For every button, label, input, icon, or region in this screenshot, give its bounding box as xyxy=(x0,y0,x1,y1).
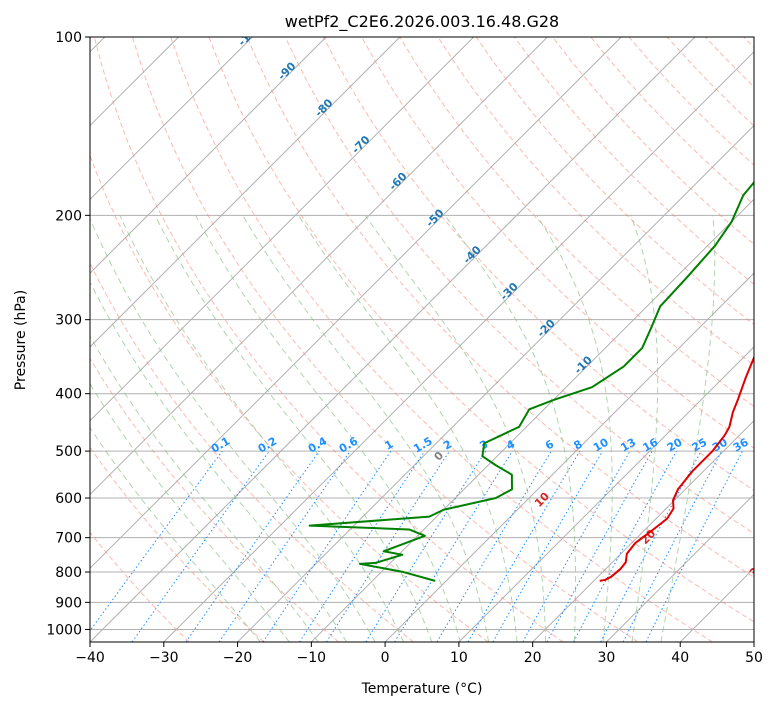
dry-adiabat xyxy=(90,357,339,642)
x-tick-label: 10 xyxy=(450,650,468,666)
isotherm-gridline xyxy=(90,37,696,642)
temperature-profile xyxy=(599,355,754,582)
dewpoint-profile xyxy=(308,180,754,582)
mixing-ratio-line xyxy=(522,450,631,642)
x-tick-label: 30 xyxy=(598,650,616,666)
isotherm-gridline xyxy=(532,419,754,642)
isotherm-label: -100 xyxy=(236,20,265,49)
dry-adiabat xyxy=(361,37,754,449)
mixing-ratio-line xyxy=(185,450,320,642)
moist-adiabat xyxy=(90,426,261,642)
mixing-ratio-line xyxy=(546,450,653,642)
y-tick-label: 800 xyxy=(55,565,82,581)
dry-adiabat xyxy=(90,154,489,642)
moist-adiabat xyxy=(90,217,376,642)
dry-adiabat xyxy=(90,531,190,642)
dry-adiabat xyxy=(208,37,754,623)
y-axis-label: Pressure (hPa) xyxy=(13,290,29,390)
mixing-ratio-line xyxy=(326,450,450,642)
dry-adiabat xyxy=(284,37,754,535)
isotherm-gridline xyxy=(90,37,253,201)
mixing-ratio-line xyxy=(394,450,513,642)
x-tick-label: −20 xyxy=(223,650,253,666)
mixing-ratio-line xyxy=(573,450,677,642)
dry-adiabat xyxy=(323,37,754,492)
x-tick-label: 40 xyxy=(671,650,689,666)
mixing-ratio-line xyxy=(645,450,743,642)
plot-frame xyxy=(89,36,755,643)
moist-adiabat xyxy=(444,215,577,642)
x-tick-label: 50 xyxy=(745,650,763,666)
dry-adiabat xyxy=(90,262,414,642)
isotherm-gridline xyxy=(384,272,754,642)
isotherm-gridline xyxy=(606,493,754,642)
dry-adiabat xyxy=(437,37,754,366)
mixing-ratio-line xyxy=(262,450,392,642)
mixing-ratio-line xyxy=(90,450,223,632)
dry-adiabat xyxy=(90,446,265,642)
mixing-ratio-line xyxy=(131,450,270,642)
moist-adiabat xyxy=(90,280,348,642)
moist-adiabat xyxy=(660,215,716,642)
moist-adiabat xyxy=(630,215,659,642)
y-tick-label: 300 xyxy=(55,313,82,329)
isotherm-gridline xyxy=(237,124,754,642)
chart-title: wetPf2_C2E6.2026.003.16.48.G28 xyxy=(285,12,559,32)
isotherm-gridline xyxy=(90,37,327,274)
x-tick-label: −10 xyxy=(297,650,327,666)
isotherm-gridline xyxy=(90,37,622,569)
y-tick-label: 600 xyxy=(55,491,82,507)
moist-adiabat xyxy=(364,215,547,642)
moist-adiabat xyxy=(119,215,405,642)
x-tick-label: −40 xyxy=(75,650,105,666)
y-tick-label: 100 xyxy=(55,30,82,46)
y-tick-label: 700 xyxy=(55,531,82,547)
moist-adiabat xyxy=(536,215,613,642)
moist-adiabat xyxy=(154,215,433,642)
y-tick-label: 400 xyxy=(55,387,82,403)
x-tick-label: 0 xyxy=(381,650,390,666)
y-tick-label: 200 xyxy=(55,208,82,224)
isotherm-gridline xyxy=(90,37,548,496)
y-tick-label: 1000 xyxy=(46,622,82,638)
moist-adiabat xyxy=(90,335,319,642)
mixing-ratio-line xyxy=(218,450,351,642)
y-tick-label: 500 xyxy=(55,444,82,460)
dry-adiabat xyxy=(93,37,564,642)
isotherm-gridline xyxy=(90,37,475,422)
y-tick-label: 900 xyxy=(55,595,82,611)
mixing-ratio-line xyxy=(299,450,426,642)
x-tick-label: 20 xyxy=(524,650,542,666)
x-tick-label: −30 xyxy=(149,650,179,666)
moist-adiabat xyxy=(195,215,461,642)
x-axis-label: Temperature (°C) xyxy=(361,681,483,697)
isotherm-gridline xyxy=(458,346,754,642)
isotherm-gridline xyxy=(90,37,401,348)
dry-adiabat-label: 30 xyxy=(747,559,767,579)
isotherm-gridline xyxy=(163,51,754,642)
dry-adiabat xyxy=(170,37,713,642)
